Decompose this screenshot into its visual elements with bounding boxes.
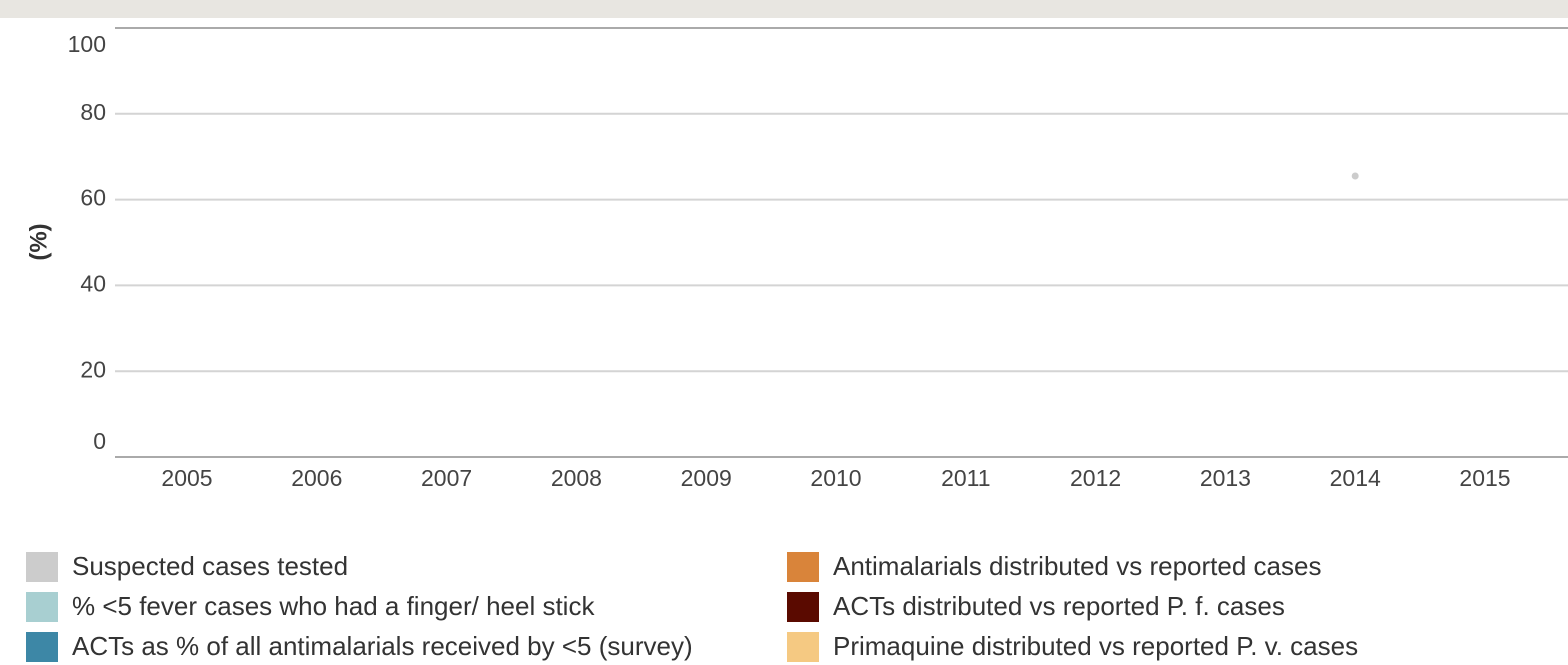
y-tick-label: 20	[80, 356, 106, 382]
x-tick-label: 2008	[551, 465, 602, 491]
x-tick-label: 2014	[1330, 465, 1381, 491]
x-tick-label: 2011	[941, 465, 990, 491]
x-tick-label: 2015	[1459, 465, 1510, 491]
y-tick-label: 40	[80, 270, 106, 296]
legend-swatch	[787, 632, 819, 662]
x-tick-label: 2007	[421, 465, 472, 491]
x-tick-label: 2013	[1200, 465, 1251, 491]
legend-label: ACTs as % of all antimalarials received …	[72, 631, 693, 661]
legend-swatch	[26, 552, 58, 582]
legend-swatch	[787, 552, 819, 582]
legend-label: Antimalarials distributed vs reported ca…	[833, 551, 1321, 581]
y-tick-label: 80	[80, 99, 106, 125]
x-tick-label: 2005	[161, 465, 212, 491]
y-tick-label: 0	[93, 428, 106, 454]
x-tick-label: 2012	[1070, 465, 1121, 491]
y-tick-label: 100	[68, 31, 106, 57]
legend-label: ACTs distributed vs reported P. f. cases	[833, 591, 1285, 621]
legend-swatch	[26, 632, 58, 662]
x-tick-label: 2009	[681, 465, 732, 491]
top-bar	[0, 0, 1568, 18]
legend-label: Suspected cases tested	[72, 551, 348, 581]
y-tick-label: 60	[80, 185, 106, 211]
data-point	[1351, 172, 1359, 180]
legend-label: % <5 fever cases who had a finger/ heel …	[72, 591, 595, 621]
legend-swatch	[26, 592, 58, 622]
legend-label: Primaquine distributed vs reported P. v.…	[833, 631, 1358, 661]
y-axis-label: (%)	[25, 223, 52, 260]
x-tick-label: 2006	[291, 465, 342, 491]
x-tick-label: 2010	[810, 465, 861, 491]
legend-swatch	[787, 592, 819, 622]
